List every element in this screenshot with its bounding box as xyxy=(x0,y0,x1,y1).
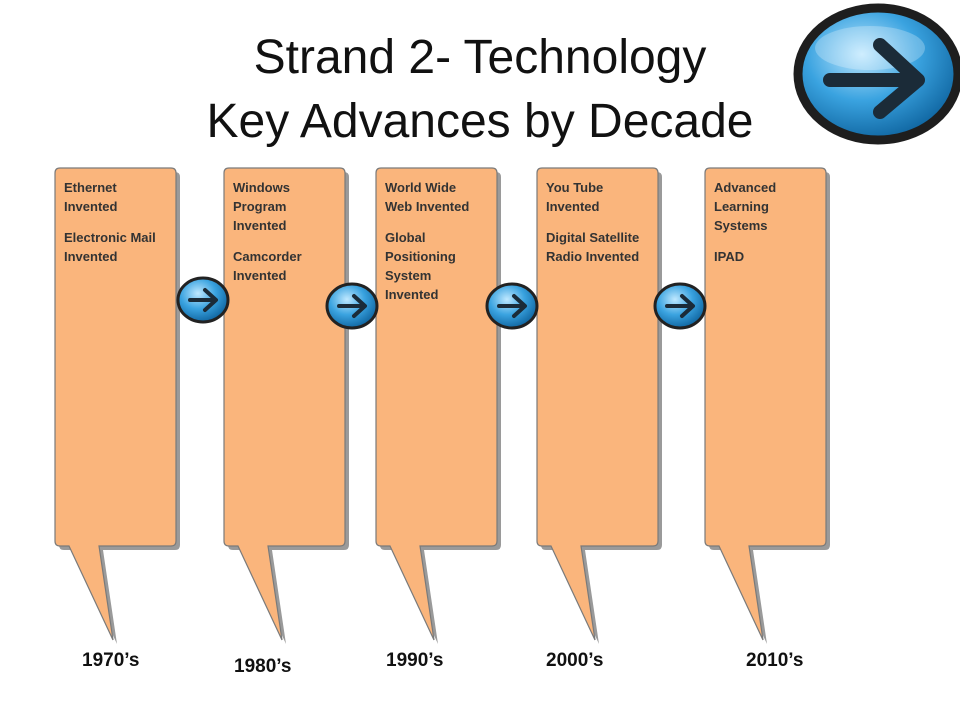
arrow-connector xyxy=(176,276,230,324)
decade-label: 1990’s xyxy=(386,650,444,671)
event-text: Windows Program Invented xyxy=(233,180,290,233)
event-text: Electronic Mail Invented xyxy=(64,230,156,264)
callout-box xyxy=(704,167,827,641)
event-list: You Tube Invented Digital Satellite Radio… xyxy=(546,178,640,278)
event-text: You Tube Invented xyxy=(546,180,604,214)
next-button[interactable] xyxy=(793,3,960,145)
decade-label: 1970’s xyxy=(82,650,140,671)
arrow-glyph xyxy=(337,294,367,318)
arrow-connector xyxy=(325,282,379,330)
event-text: Ethernet Invented xyxy=(64,180,118,214)
arrow-glyph xyxy=(497,294,527,318)
decade-label: 2010’s xyxy=(746,650,804,671)
event-text: IPAD xyxy=(714,249,745,264)
event-text: Digital Satellite Radio Invented xyxy=(546,230,640,264)
event-list: Ethernet Invented Electronic Mail Invente… xyxy=(64,178,158,278)
event-text: Advanced Learning Systems xyxy=(714,180,777,233)
decade-label: 1980’s xyxy=(234,656,292,677)
event-text: World Wide Web Invented xyxy=(385,180,470,214)
event-list: Advanced Learning Systems IPAD xyxy=(714,178,808,278)
event-text: Global Positioning System Invented xyxy=(385,230,456,302)
event-text: Camcorder Invented xyxy=(233,249,302,283)
event-list: Windows Program Invented Camcorder Invent… xyxy=(233,178,327,297)
decade-label: 2000’s xyxy=(546,650,604,671)
arrow-connector xyxy=(653,282,707,330)
callout-box xyxy=(536,167,659,641)
callout-box xyxy=(54,167,177,641)
title-line: Key Advances by Decade xyxy=(206,95,754,148)
event-list: World Wide Web Invented Global Positionin… xyxy=(385,178,479,316)
callout-box xyxy=(223,167,346,641)
title-line: Strand 2- Technology xyxy=(253,31,707,84)
arrow-connector xyxy=(485,282,539,330)
arrow-glyph xyxy=(188,288,218,312)
callout-box xyxy=(375,167,498,641)
arrow-glyph xyxy=(665,294,695,318)
